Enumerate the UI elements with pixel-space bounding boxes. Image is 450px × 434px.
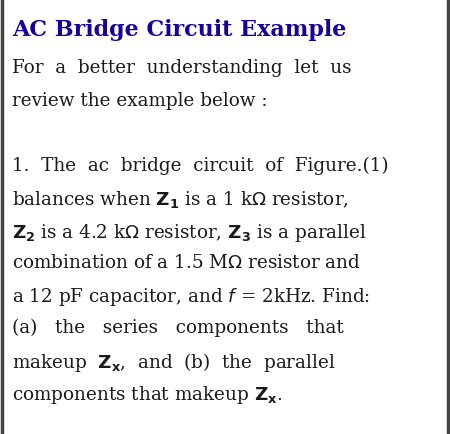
Text: For  a  better  understanding  let  us: For a better understanding let us bbox=[12, 59, 351, 77]
Text: makeup  $\mathbf{Z_x}$,  and  (b)  the  parallel: makeup $\mathbf{Z_x}$, and (b) the paral… bbox=[12, 352, 336, 375]
Text: combination of a 1.5 M$\Omega$ resistor and: combination of a 1.5 M$\Omega$ resistor … bbox=[12, 254, 361, 272]
Text: review the example below :: review the example below : bbox=[12, 92, 267, 109]
Text: $\mathbf{Z_2}$ is a 4.2 k$\Omega$ resistor, $\mathbf{Z_3}$ is a parallel: $\mathbf{Z_2}$ is a 4.2 k$\Omega$ resist… bbox=[12, 221, 367, 243]
Text: balances when $\mathbf{Z_1}$ is a 1 k$\Omega$ resistor,: balances when $\mathbf{Z_1}$ is a 1 k$\O… bbox=[12, 189, 349, 210]
Text: 1.  The  ac  bridge  circuit  of  Figure.(1): 1. The ac bridge circuit of Figure.(1) bbox=[12, 157, 389, 175]
Text: components that makeup $\mathbf{Z_x}$.: components that makeup $\mathbf{Z_x}$. bbox=[12, 384, 283, 406]
Text: AC Bridge Circuit Example: AC Bridge Circuit Example bbox=[12, 19, 346, 41]
Text: (a)   the   series   components   that: (a) the series components that bbox=[12, 319, 344, 337]
Text: a 12 pF capacitor, and $f$ = 2kHz. Find:: a 12 pF capacitor, and $f$ = 2kHz. Find: bbox=[12, 286, 370, 309]
